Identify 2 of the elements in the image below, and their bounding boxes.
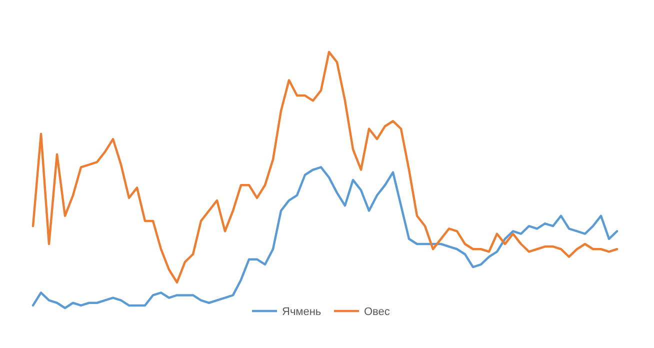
legend-label: Овес	[364, 306, 390, 318]
legend-label: Ячмень	[282, 306, 322, 318]
